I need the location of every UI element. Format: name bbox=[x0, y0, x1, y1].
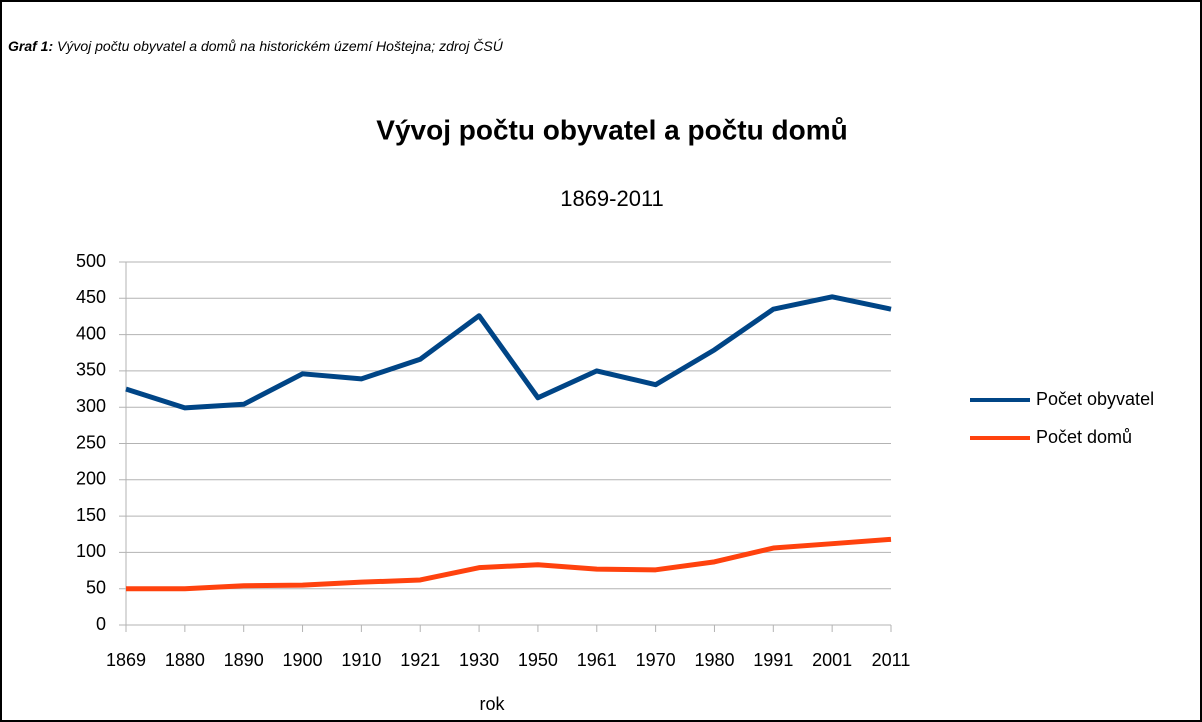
series-line bbox=[125, 294, 892, 411]
x-tick-label: 1970 bbox=[636, 650, 676, 670]
y-tick-label: 350 bbox=[76, 360, 106, 380]
chart-subtitle: 1869-2011 bbox=[560, 186, 664, 211]
x-tick-label: 1921 bbox=[400, 650, 440, 670]
x-tick-label: 1900 bbox=[283, 650, 323, 670]
chart-title: Vývoj počtu obyvatel a počtu domů bbox=[376, 114, 847, 145]
y-tick-label: 100 bbox=[76, 541, 106, 561]
y-tick-label: 400 bbox=[76, 323, 106, 343]
series-line bbox=[126, 536, 892, 592]
x-tick-label: 1991 bbox=[753, 650, 793, 670]
y-tick-label: 200 bbox=[76, 469, 106, 489]
y-tick-label: 300 bbox=[76, 396, 106, 416]
caption-label: Graf 1: bbox=[8, 38, 54, 54]
x-tick-label: 1980 bbox=[694, 650, 734, 670]
x-tick-label: 2001 bbox=[812, 650, 852, 670]
y-tick-label: 150 bbox=[76, 505, 106, 525]
legend-label: Počet obyvatel bbox=[1036, 389, 1154, 409]
x-tick-label: 1869 bbox=[106, 650, 146, 670]
x-tick-label: 1880 bbox=[165, 650, 205, 670]
caption-text: Vývoj počtu obyvatel a domů na historick… bbox=[57, 38, 503, 54]
x-tick-label: 1890 bbox=[224, 650, 264, 670]
caption: Graf 1: Vývoj počtu obyvatel a domů na h… bbox=[8, 38, 648, 54]
x-axis-title: rok bbox=[479, 694, 505, 714]
x-tick-label: 2011 bbox=[872, 650, 911, 670]
y-tick-label: 500 bbox=[76, 251, 106, 271]
y-tick-label: 0 bbox=[96, 614, 106, 634]
y-tick-label: 50 bbox=[86, 577, 106, 597]
legend-label: Počet domů bbox=[1036, 427, 1132, 447]
x-tick-label: 1961 bbox=[577, 650, 617, 670]
x-tick-label: 1950 bbox=[518, 650, 558, 670]
y-tick-label: 450 bbox=[76, 287, 106, 307]
x-tick-label: 1930 bbox=[459, 650, 499, 670]
x-tick-label: 1910 bbox=[341, 650, 381, 670]
y-tick-label: 250 bbox=[76, 432, 106, 452]
